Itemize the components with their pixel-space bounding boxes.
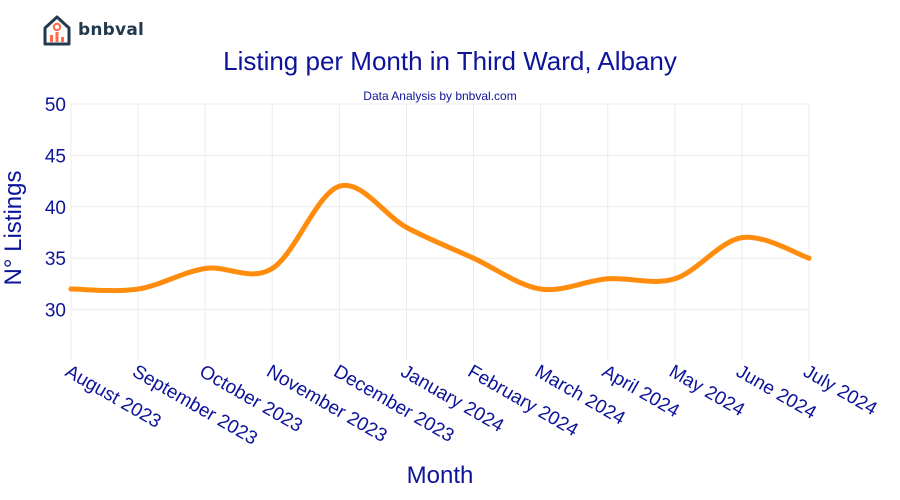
- y-tick-label: 40: [45, 198, 66, 219]
- data-point: [739, 235, 745, 241]
- data-point: [68, 286, 74, 292]
- y-tick-label: 35: [45, 249, 66, 270]
- data-point: [403, 224, 409, 230]
- series: [68, 182, 812, 294]
- y-axis-title: N° Listings: [0, 171, 27, 286]
- data-point: [202, 265, 208, 271]
- grid: [70, 103, 810, 361]
- brand-logo: bnbval: [42, 13, 144, 47]
- y-tick-label: 45: [45, 146, 66, 167]
- brand-name: bnbval: [78, 20, 145, 40]
- data-point: [336, 183, 342, 189]
- data-point: [538, 286, 544, 292]
- data-point: [672, 276, 678, 282]
- data-point: [471, 255, 477, 261]
- x-axis-title: Month: [407, 462, 474, 489]
- series-line: [68, 182, 812, 294]
- y-tick-label: 30: [45, 301, 66, 322]
- data-point: [605, 276, 611, 282]
- data-point: [135, 286, 141, 292]
- data-point: [269, 265, 275, 271]
- y-axis: 30 35 40 45 50: [45, 95, 66, 322]
- data-point: [806, 255, 812, 261]
- chart-title: Listing per Month in Third Ward, Albany: [223, 46, 677, 76]
- y-tick-label: 50: [45, 95, 66, 116]
- chart-subtitle: Data Analysis by bnbval.com: [363, 89, 516, 103]
- house-chart-icon: [43, 15, 71, 46]
